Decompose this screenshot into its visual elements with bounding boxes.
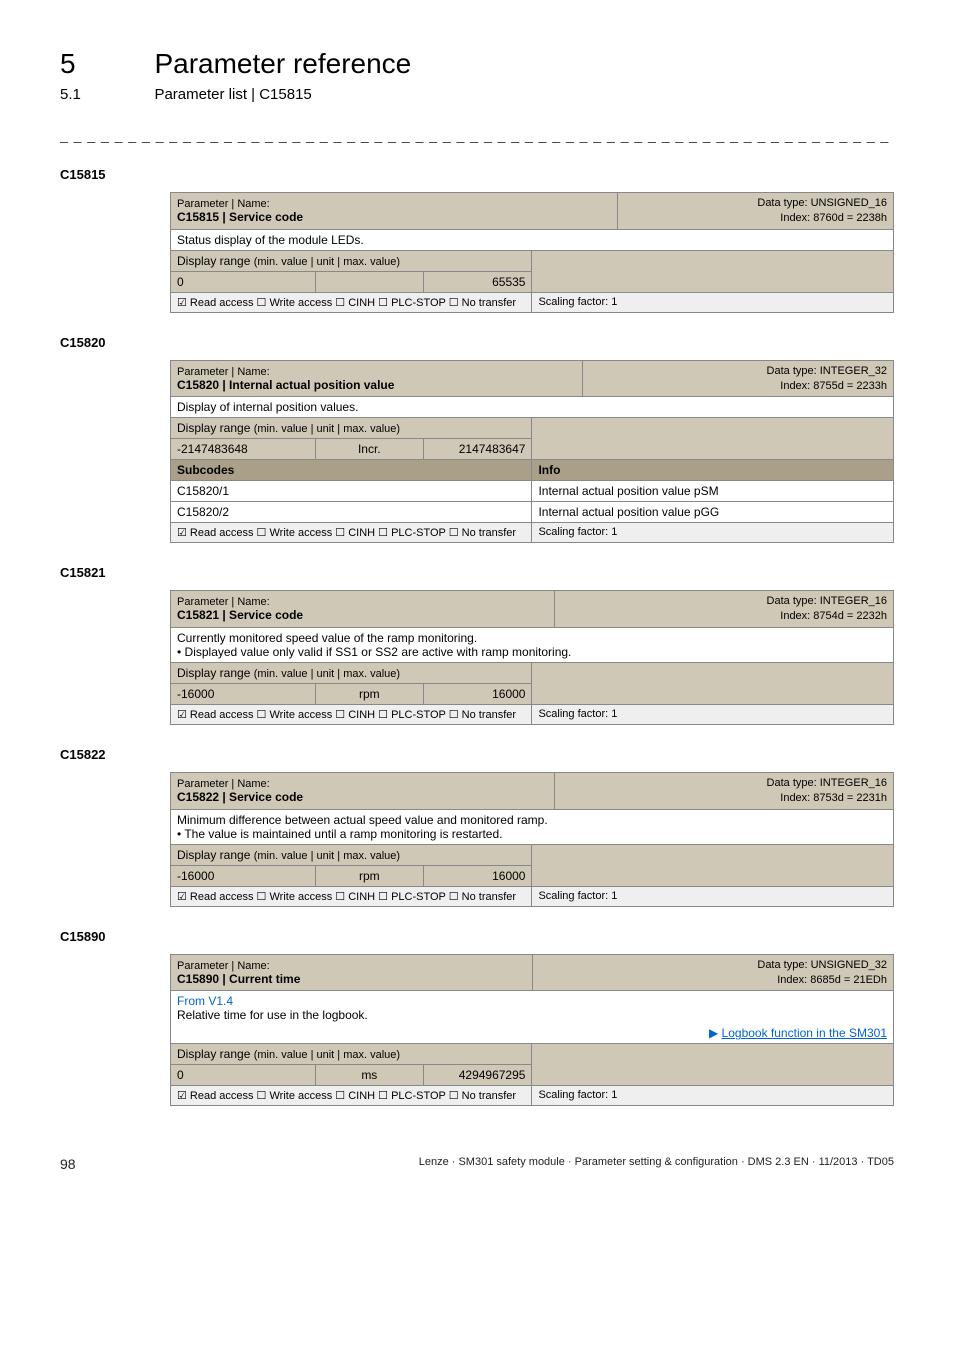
range-unit: rpm xyxy=(315,684,423,705)
info-header: Info xyxy=(532,460,894,481)
chapter-header: 5 Parameter reference 5.1 Parameter list… xyxy=(60,48,894,103)
footer-text: Lenze · SM301 safety module · Parameter … xyxy=(419,1156,894,1168)
range-min: -2147483648 xyxy=(171,439,316,460)
scaling-factor: Scaling factor: 1 xyxy=(532,886,894,906)
param-anchor-c15890: C15890 xyxy=(60,929,894,944)
scaling-factor: Scaling factor: 1 xyxy=(532,292,894,312)
link-arrow-icon: ▶ xyxy=(709,1026,718,1040)
param-label: Parameter | Name: xyxy=(177,960,270,972)
range-max: 16000 xyxy=(424,865,532,886)
param-anchor-c15815: C15815 xyxy=(60,167,894,182)
param-anchor-c15821: C15821 xyxy=(60,565,894,580)
horizontal-rule: _ _ _ _ _ _ _ _ _ _ _ _ _ _ _ _ _ _ _ _ … xyxy=(60,127,894,143)
range-min: 0 xyxy=(171,1065,316,1086)
param-code: C15890 | Current time xyxy=(177,972,300,986)
range-unit xyxy=(315,271,423,292)
chapter-title: Parameter reference xyxy=(154,48,411,80)
chapter-number: 5 xyxy=(60,48,150,80)
param-code: C15822 | Service code xyxy=(177,790,303,804)
range-max: 65535 xyxy=(424,271,532,292)
subcode-2: C15820/2 xyxy=(171,502,532,523)
display-range-sub: (min. value | unit | max. value) xyxy=(254,423,400,435)
display-range-sub: (min. value | unit | max. value) xyxy=(254,1049,400,1061)
param-description: Relative time for use in the logbook. xyxy=(177,1008,368,1022)
logbook-link[interactable]: Logbook function in the SM301 xyxy=(722,1026,887,1040)
range-min: 0 xyxy=(171,271,316,292)
display-range-label: Display range xyxy=(177,848,250,862)
range-min: -16000 xyxy=(171,865,316,886)
access-flags: ☑ Read access ☐ Write access ☐ CINH ☐ PL… xyxy=(171,1086,532,1106)
param-datatype: Data type: UNSIGNED_16 xyxy=(757,197,887,209)
range-unit: ms xyxy=(315,1065,423,1086)
range-max: 2147483647 xyxy=(424,439,532,460)
param-table-c15890: Parameter | Name: C15890 | Current time … xyxy=(170,954,894,1107)
param-label: Parameter | Name: xyxy=(177,778,270,790)
display-range-label: Display range xyxy=(177,254,250,268)
page-footer: 98 Lenze · SM301 safety module · Paramet… xyxy=(60,1156,894,1168)
from-version: From V1.4 xyxy=(177,994,233,1008)
subcodes-header: Subcodes xyxy=(171,460,532,481)
range-unit: rpm xyxy=(315,865,423,886)
subcode-2-info: Internal actual position value pGG xyxy=(532,502,894,523)
param-table-c15815: Parameter | Name: C15815 | Service code … xyxy=(170,192,894,313)
access-flags: ☑ Read access ☐ Write access ☐ CINH ☐ PL… xyxy=(171,886,532,906)
param-index: Index: 8754d = 2232h xyxy=(780,610,887,622)
scaling-factor: Scaling factor: 1 xyxy=(532,1086,894,1106)
param-index: Index: 8755d = 2233h xyxy=(780,380,887,392)
param-table-c15822: Parameter | Name: C15822 | Service code … xyxy=(170,772,894,907)
param-description: Status display of the module LEDs. xyxy=(171,229,894,250)
range-min: -16000 xyxy=(171,684,316,705)
param-datatype: Data type: INTEGER_16 xyxy=(767,595,887,607)
access-flags: ☑ Read access ☐ Write access ☐ CINH ☐ PL… xyxy=(171,292,532,312)
param-datatype: Data type: UNSIGNED_32 xyxy=(757,959,887,971)
display-range-sub: (min. value | unit | max. value) xyxy=(254,850,400,862)
param-description: Minimum difference between actual speed … xyxy=(171,809,894,844)
section-title: Parameter list | C15815 xyxy=(154,86,311,103)
param-label: Parameter | Name: xyxy=(177,366,270,378)
subcode-1-info: Internal actual position value pSM xyxy=(532,481,894,502)
param-index: Index: 8685d = 21EDh xyxy=(777,974,887,986)
scaling-factor: Scaling factor: 1 xyxy=(532,705,894,725)
page-number: 98 xyxy=(60,1156,76,1172)
param-datatype: Data type: INTEGER_16 xyxy=(767,777,887,789)
access-flags: ☑ Read access ☐ Write access ☐ CINH ☐ PL… xyxy=(171,523,532,543)
param-description: Currently monitored speed value of the r… xyxy=(171,628,894,663)
subcode-1: C15820/1 xyxy=(171,481,532,502)
range-max: 16000 xyxy=(424,684,532,705)
param-index: Index: 8753d = 2231h xyxy=(780,792,887,804)
param-code: C15821 | Service code xyxy=(177,608,303,622)
param-label: Parameter | Name: xyxy=(177,596,270,608)
range-max: 4294967295 xyxy=(424,1065,532,1086)
display-range-sub: (min. value | unit | max. value) xyxy=(254,256,400,268)
display-range-sub: (min. value | unit | max. value) xyxy=(254,668,400,680)
param-code: C15820 | Internal actual position value xyxy=(177,378,394,392)
access-flags: ☑ Read access ☐ Write access ☐ CINH ☐ PL… xyxy=(171,705,532,725)
param-description: Display of internal position values. xyxy=(171,397,894,418)
param-label: Parameter | Name: xyxy=(177,198,270,210)
param-index: Index: 8760d = 2238h xyxy=(780,212,887,224)
param-code: C15815 | Service code xyxy=(177,210,303,224)
param-anchor-c15822: C15822 xyxy=(60,747,894,762)
range-unit: Incr. xyxy=(315,439,423,460)
param-anchor-c15820: C15820 xyxy=(60,335,894,350)
display-range-label: Display range xyxy=(177,1047,250,1061)
param-table-c15821: Parameter | Name: C15821 | Service code … xyxy=(170,590,894,725)
param-datatype: Data type: INTEGER_32 xyxy=(767,365,887,377)
section-number: 5.1 xyxy=(60,86,150,103)
display-range-label: Display range xyxy=(177,666,250,680)
display-range-label: Display range xyxy=(177,421,250,435)
param-table-c15820: Parameter | Name: C15820 | Internal actu… xyxy=(170,360,894,544)
scaling-factor: Scaling factor: 1 xyxy=(532,523,894,543)
